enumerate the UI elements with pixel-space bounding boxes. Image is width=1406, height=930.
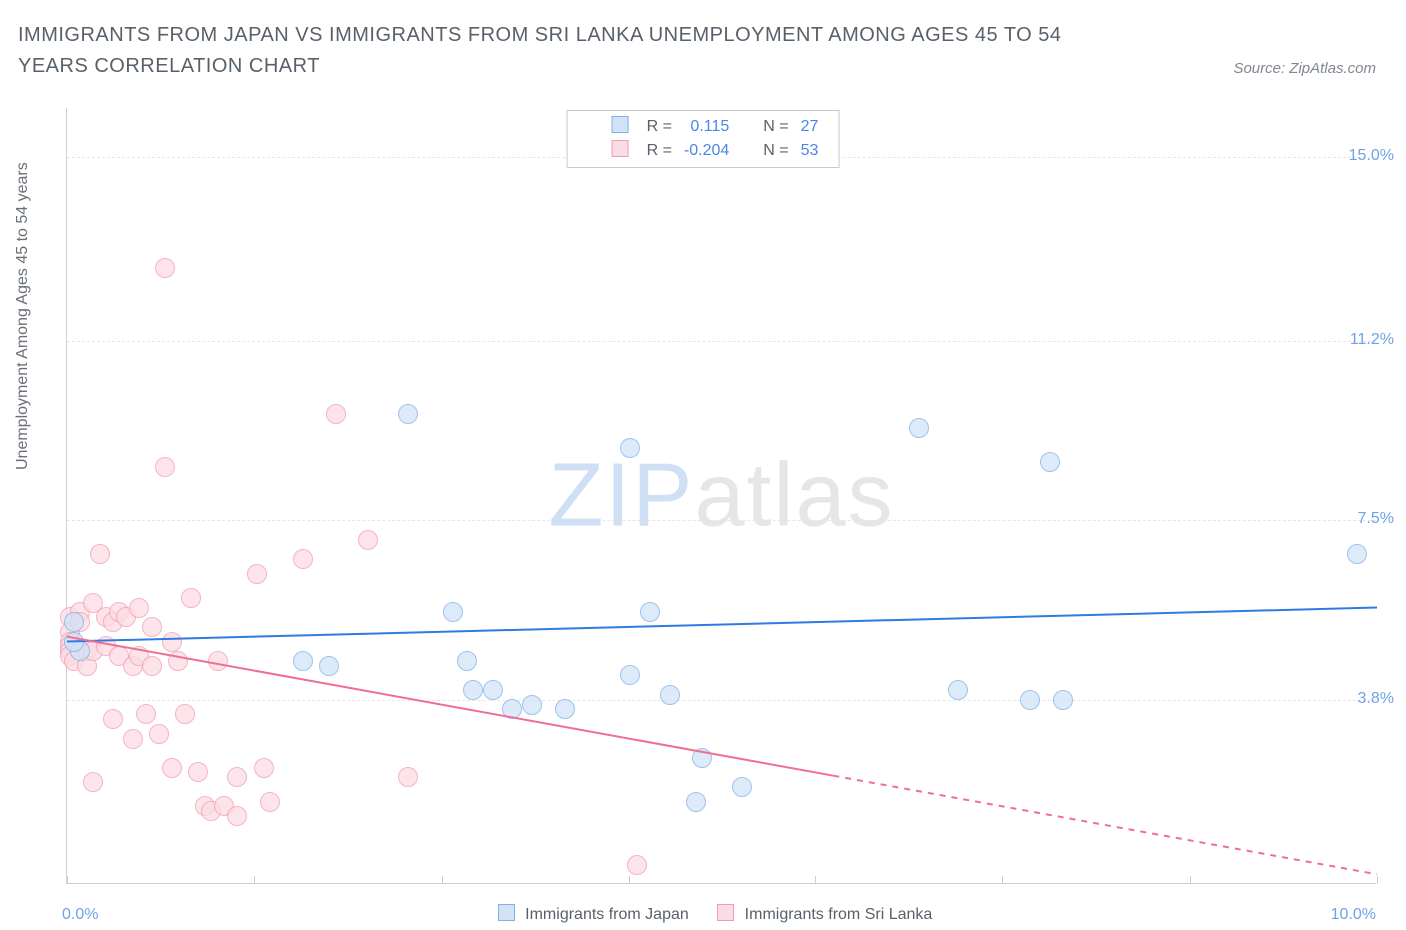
source-attribution: Source: ZipAtlas.com: [1233, 60, 1376, 77]
stats-row-srilanka: R = -0.204 N = 53: [582, 139, 825, 163]
swatch-srilanka: [612, 140, 629, 157]
legend-label-japan: Immigrants from Japan: [525, 906, 689, 923]
scatter-plot-area: ZIPatlas: [66, 108, 1376, 884]
x-tick-mark: [1377, 876, 1378, 884]
legend-label-srilanka: Immigrants from Sri Lanka: [745, 906, 933, 923]
chart-title: IMMIGRANTS FROM JAPAN VS IMMIGRANTS FROM…: [18, 20, 1118, 82]
r-label: R =: [641, 139, 678, 163]
correlation-stats-box: R = 0.115 N = 27 R = -0.204 N = 53: [567, 110, 840, 168]
r-value-japan: 0.115: [678, 115, 735, 139]
stats-table: R = 0.115 N = 27 R = -0.204 N = 53: [582, 115, 825, 163]
r-value-srilanka: -0.204: [678, 139, 735, 163]
n-value-srilanka: 53: [795, 139, 825, 163]
y-axis-label: Unemployment Among Ages 45 to 54 years: [14, 162, 32, 470]
n-label: N =: [757, 115, 794, 139]
trendline-japan: [67, 608, 1377, 642]
stats-row-japan: R = 0.115 N = 27: [582, 115, 825, 139]
trendline-extrapolated-srilanka: [833, 776, 1377, 875]
r-label: R =: [641, 115, 678, 139]
n-label: N =: [757, 139, 794, 163]
series-legend: Immigrants from Japan Immigrants from Sr…: [0, 904, 1406, 924]
trendline-srilanka: [67, 637, 833, 776]
legend-swatch-srilanka: [717, 904, 734, 921]
legend-swatch-japan: [498, 904, 515, 921]
swatch-japan: [612, 116, 629, 133]
trend-lines-layer: [67, 108, 1376, 883]
n-value-japan: 27: [795, 115, 825, 139]
